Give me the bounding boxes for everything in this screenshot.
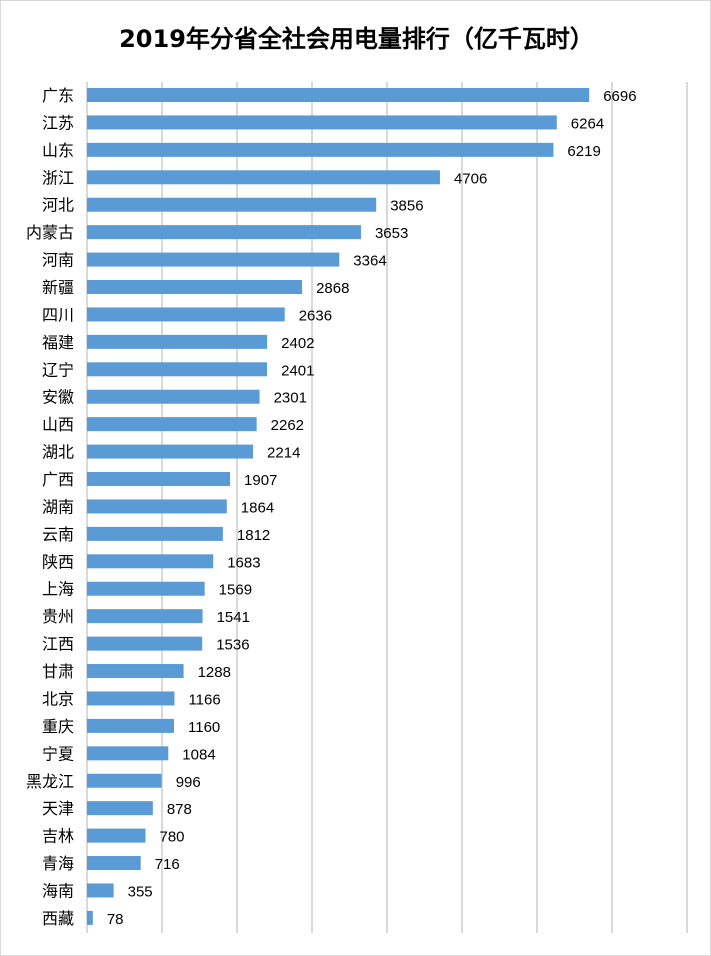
data-label: 4706 (454, 170, 487, 187)
data-label: 1288 (198, 664, 231, 681)
category-label: 新疆 (42, 278, 74, 297)
data-label: 1907 (244, 472, 277, 489)
data-label: 716 (155, 856, 180, 873)
category-label: 内蒙古 (26, 223, 74, 242)
bar (87, 142, 554, 157)
data-label: 2401 (281, 362, 314, 379)
data-label: 1536 (216, 637, 249, 654)
category-label: 海南 (42, 881, 74, 900)
category-label: 贵州 (42, 607, 74, 626)
data-label: 2262 (271, 417, 304, 434)
bar (87, 225, 361, 240)
bar (87, 252, 340, 267)
bar (87, 883, 114, 898)
data-label: 2868 (316, 280, 349, 297)
category-label: 江西 (42, 635, 74, 654)
bar (87, 718, 174, 733)
data-label: 3856 (390, 198, 423, 215)
category-label: 吉林 (42, 827, 74, 846)
bar (87, 636, 203, 651)
chart-title: 2019年分省全社会用电量排行（亿千瓦时） (119, 25, 594, 53)
bar (87, 170, 440, 185)
category-label: 陕西 (42, 552, 74, 571)
bar (87, 115, 557, 130)
data-label: 3653 (375, 225, 408, 242)
bar (87, 609, 203, 624)
category-label: 上海 (42, 580, 74, 599)
category-label: 浙江 (42, 168, 74, 187)
bar (87, 88, 590, 102)
bar (87, 197, 377, 212)
category-label: 江苏 (42, 113, 74, 132)
category-label: 甘肃 (42, 662, 74, 681)
data-label: 3364 (353, 253, 386, 270)
category-label: 湖北 (42, 443, 74, 462)
bar (87, 910, 93, 925)
data-label: 1084 (182, 746, 215, 763)
bar (87, 362, 268, 377)
bar (87, 307, 285, 322)
bar (87, 499, 227, 514)
data-label: 1160 (188, 719, 220, 736)
data-label: 878 (167, 801, 192, 818)
data-label: 78 (107, 911, 124, 928)
data-label: 1812 (237, 527, 270, 544)
data-label: 355 (128, 883, 153, 900)
data-label: 1541 (217, 609, 250, 626)
bar (87, 417, 257, 432)
data-label: 1569 (219, 582, 252, 599)
category-label: 安徽 (42, 388, 74, 407)
category-label: 河南 (42, 251, 74, 270)
category-label: 青海 (42, 854, 74, 873)
category-label: 黑龙江 (26, 772, 74, 791)
category-label: 云南 (42, 525, 74, 544)
bar (87, 334, 268, 349)
category-label: 河北 (42, 196, 74, 215)
data-label: 1166 (188, 691, 220, 708)
data-label: 6264 (571, 115, 604, 132)
category-label: 福建 (42, 333, 74, 352)
bar (87, 746, 169, 761)
data-label: 2636 (299, 307, 332, 324)
bar (87, 472, 231, 487)
data-label: 996 (176, 774, 201, 791)
data-label: 2214 (267, 445, 300, 462)
category-label: 西藏 (42, 909, 74, 928)
bar (87, 828, 146, 843)
bar (87, 554, 214, 569)
data-label: 2402 (281, 335, 314, 352)
bar (87, 526, 223, 541)
category-label: 山西 (42, 415, 74, 434)
data-label: 780 (160, 829, 185, 846)
category-label: 广西 (42, 470, 74, 489)
category-label: 北京 (42, 689, 74, 708)
data-label: 6696 (603, 88, 636, 105)
data-label: 1683 (227, 554, 260, 571)
category-label: 重庆 (42, 717, 74, 736)
category-label: 四川 (42, 305, 74, 324)
bar (87, 773, 162, 788)
category-label: 宁夏 (42, 744, 74, 763)
bar (87, 691, 175, 706)
category-label: 湖南 (42, 497, 74, 516)
category-label: 山东 (42, 141, 74, 160)
category-label: 辽宁 (42, 360, 74, 379)
bar (87, 801, 153, 816)
bar (87, 444, 254, 459)
category-label: 广东 (42, 86, 74, 105)
data-label: 6219 (567, 143, 600, 160)
data-label: 1864 (241, 499, 274, 516)
bar (87, 664, 184, 679)
bar (87, 389, 260, 404)
data-label: 2301 (274, 390, 307, 407)
bar (87, 856, 141, 871)
category-label: 天津 (42, 799, 74, 818)
bar (87, 581, 205, 596)
bar (87, 280, 303, 295)
